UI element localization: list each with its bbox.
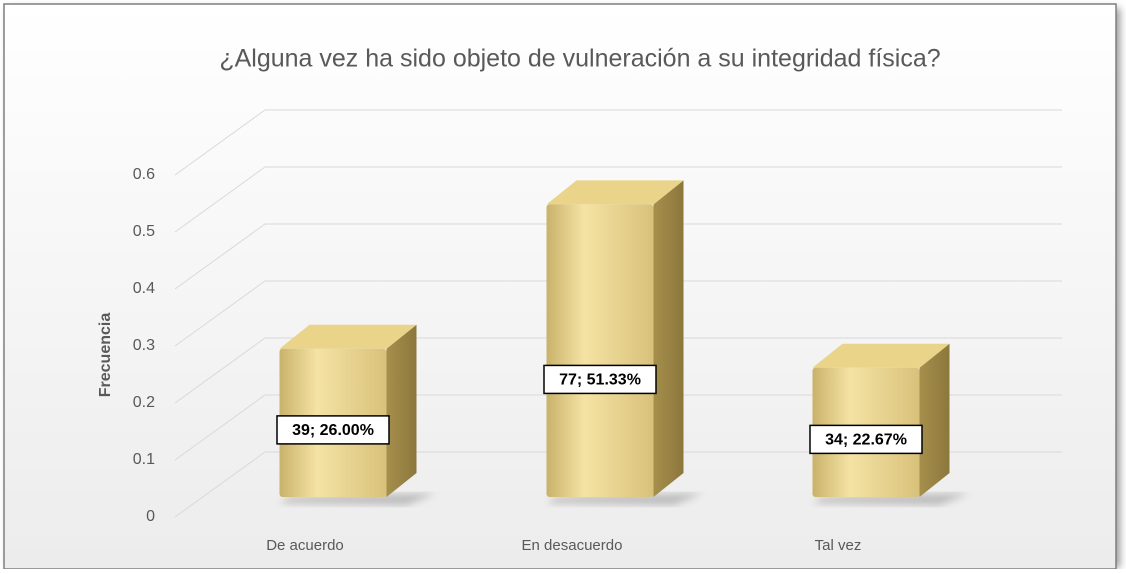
grid-line <box>174 451 1062 518</box>
y-tick-label: 0.2 <box>133 394 155 411</box>
bar-shadow <box>546 493 704 505</box>
grid-line <box>174 280 1062 347</box>
data-label-box <box>543 364 657 395</box>
bar-top <box>279 324 417 349</box>
bar <box>279 324 417 497</box>
data-label: 39; 26.00% <box>292 422 374 439</box>
bar <box>546 180 684 497</box>
chart-title: ¿Alguna vez ha sido objeto de vulneració… <box>219 45 940 73</box>
bar-shadow <box>279 493 437 505</box>
x-tick-label: Tal vez <box>815 537 862 554</box>
data-label-box <box>276 415 390 445</box>
bar-side <box>919 343 950 497</box>
data-label-box <box>809 424 923 455</box>
bar <box>812 343 950 497</box>
grid-line <box>174 394 1062 461</box>
y-tick-label: 0 <box>146 508 155 525</box>
bar-shadow <box>812 493 970 505</box>
x-tick-label: De acuerdo <box>266 537 344 554</box>
y-tick-label: 0.5 <box>133 223 155 240</box>
bar-top <box>812 343 950 368</box>
y-axis-label: Frecuencia <box>97 313 114 398</box>
grid-line <box>174 337 1062 404</box>
grid-line <box>174 109 1062 176</box>
grid-line <box>174 166 1062 233</box>
y-tick-label: 0.6 <box>133 166 155 183</box>
bar-side <box>653 180 684 497</box>
x-tick-label: En desacuerdo <box>522 537 623 554</box>
bar-front <box>546 204 654 497</box>
y-tick-label: 0.3 <box>133 337 155 354</box>
bar-top <box>546 180 684 205</box>
data-label: 77; 51.33% <box>559 372 641 389</box>
data-label: 34; 22.67% <box>825 432 907 449</box>
y-tick-label: 0.1 <box>133 451 155 468</box>
y-tick-label: 0.4 <box>133 280 155 297</box>
bar-side <box>386 324 417 497</box>
grid-line <box>174 223 1062 290</box>
